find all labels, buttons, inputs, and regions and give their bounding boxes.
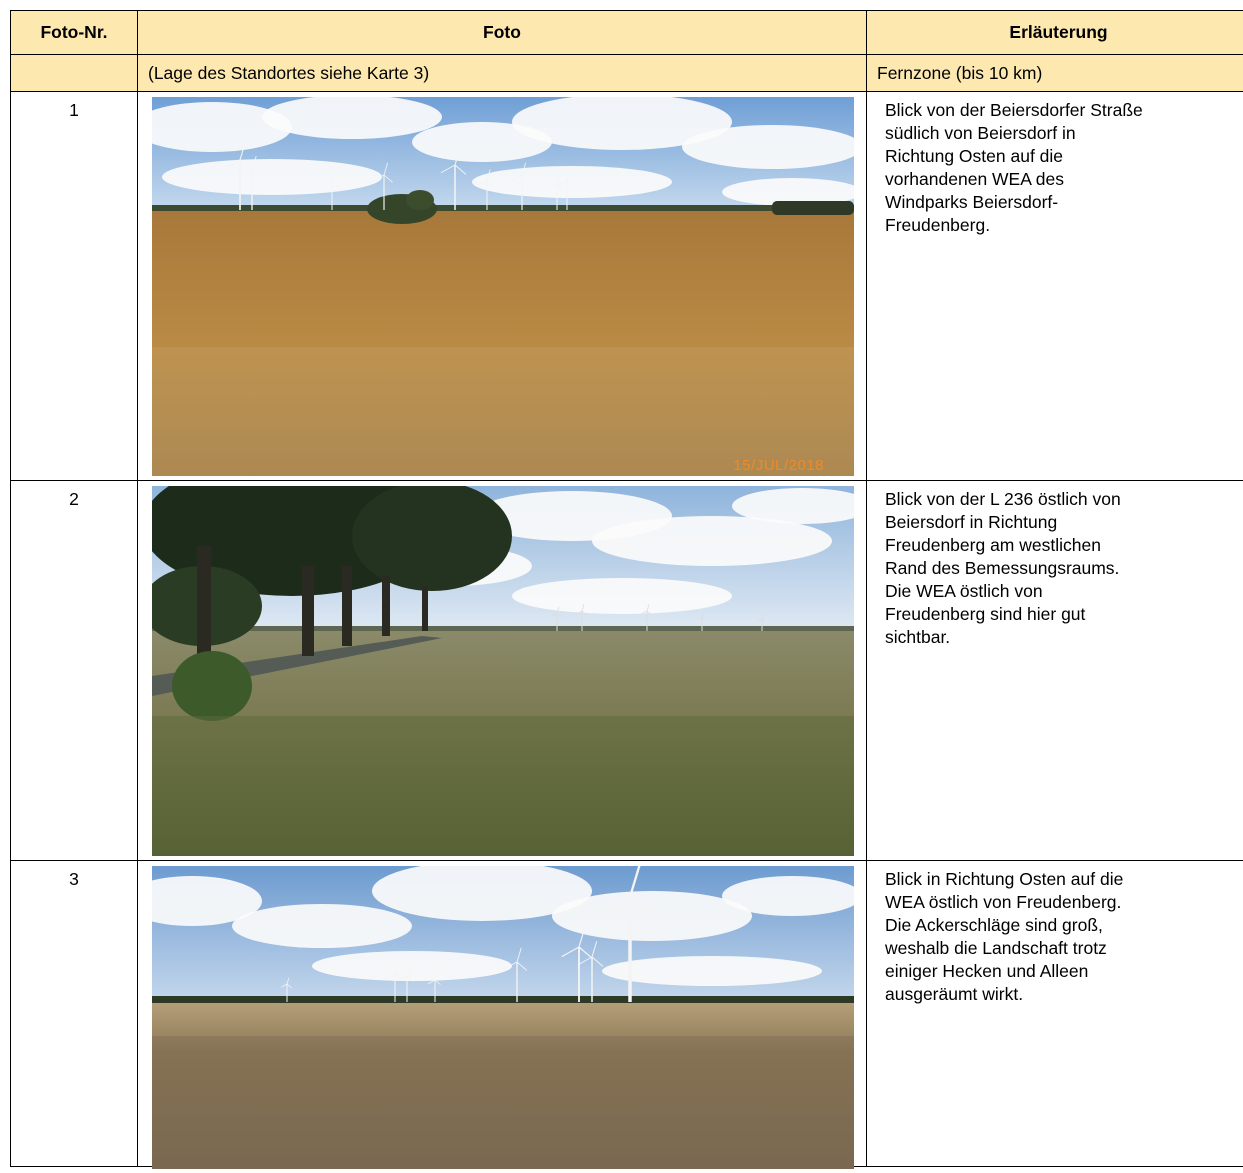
page-body: Foto-Nr. Foto Erläuterung (Lage des Stan… — [0, 0, 1243, 1173]
photo-shape — [152, 1036, 854, 1169]
description-line: ausgeräumt wirkt. — [885, 983, 1243, 1006]
landscape-photo — [152, 866, 854, 1169]
photo-number: 2 — [11, 481, 138, 861]
subheader-row: (Lage des Standortes siehe Karte 3) Fern… — [11, 55, 1243, 92]
photo-shape — [152, 626, 854, 631]
description-line: Die WEA östlich von — [885, 580, 1243, 603]
photo-row: 1 15/JUL/2018 Blick von der Beiersdorfer … — [11, 92, 1243, 481]
photo-shape — [162, 159, 382, 195]
landscape-photo — [152, 486, 854, 856]
photo-cell — [138, 481, 867, 861]
landscape-photo — [152, 97, 854, 476]
description-line: sichtbar. — [885, 626, 1243, 649]
description-line: Blick in Richtung Osten auf die — [885, 868, 1243, 891]
description-line: Windparks Beiersdorf- — [885, 191, 1243, 214]
photo-number: 3 — [11, 861, 138, 1167]
photo-shape — [312, 951, 512, 981]
description-line: WEA östlich von Freudenberg. — [885, 891, 1243, 914]
photo-shape — [152, 205, 854, 211]
subheader-cell: Fernzone (bis 10 km) — [867, 55, 1243, 92]
header-cell: Foto-Nr. — [11, 11, 138, 55]
header-row: Foto-Nr. Foto Erläuterung — [11, 11, 1243, 55]
photo-shape — [772, 201, 854, 215]
description-line: Blick von der L 236 östlich von — [885, 488, 1243, 511]
subheader-cell — [11, 55, 138, 92]
photo-shape — [602, 956, 822, 986]
description-line: Freudenberg. — [885, 214, 1243, 237]
subheader-cell: (Lage des Standortes siehe Karte 3) — [138, 55, 867, 92]
description: Blick von der Beiersdorfer Straßesüdlich… — [867, 92, 1243, 481]
photo-shape — [472, 166, 672, 198]
description-line: Blick von der Beiersdorfer Straße — [885, 99, 1243, 122]
table-body: Foto-Nr. Foto Erläuterung (Lage des Stan… — [11, 11, 1243, 1167]
description-line: vorhandenen WEA des — [885, 168, 1243, 191]
photo-table: Foto-Nr. Foto Erläuterung (Lage des Stan… — [10, 10, 1243, 1167]
description-line: weshalb die Landschaft trotz — [885, 937, 1243, 960]
photo-shape — [512, 578, 732, 614]
photo-shape — [197, 546, 211, 666]
photo-shape — [152, 996, 854, 1003]
description-line: Richtung Osten auf die — [885, 145, 1243, 168]
description-line: Beiersdorf in Richtung — [885, 511, 1243, 534]
photo-shape — [262, 97, 442, 139]
photo-shape — [352, 486, 512, 591]
description-line: südlich von Beiersdorf in — [885, 122, 1243, 145]
photo-number: 1 — [11, 92, 138, 481]
description-line: Freudenberg sind hier gut — [885, 603, 1243, 626]
photo-shape — [342, 566, 352, 646]
photo-shape — [382, 576, 390, 636]
photo-shape — [422, 586, 428, 631]
photo-shape — [152, 716, 854, 856]
date-stamp: 15/JUL/2018 — [733, 457, 824, 474]
photo-cell — [138, 861, 867, 1167]
photo-shape — [682, 125, 854, 169]
photo-shape — [232, 904, 412, 948]
photo-shape — [406, 190, 434, 210]
header-cell: Foto — [138, 11, 867, 55]
header-cell: Erläuterung — [867, 11, 1243, 55]
description-line: Freudenberg am westlichen — [885, 534, 1243, 557]
page: Fototabelle {"table": { "header": ["Foto… — [0, 0, 1243, 1173]
description-line: einiger Hecken und Alleen — [885, 960, 1243, 983]
photo-shape — [302, 566, 314, 656]
photo-shape — [172, 651, 252, 721]
description-line: Die Ackerschläge sind groß, — [885, 914, 1243, 937]
description-line: Rand des Bemessungsraums. — [885, 557, 1243, 580]
photo-cell: 15/JUL/2018 — [138, 92, 867, 481]
